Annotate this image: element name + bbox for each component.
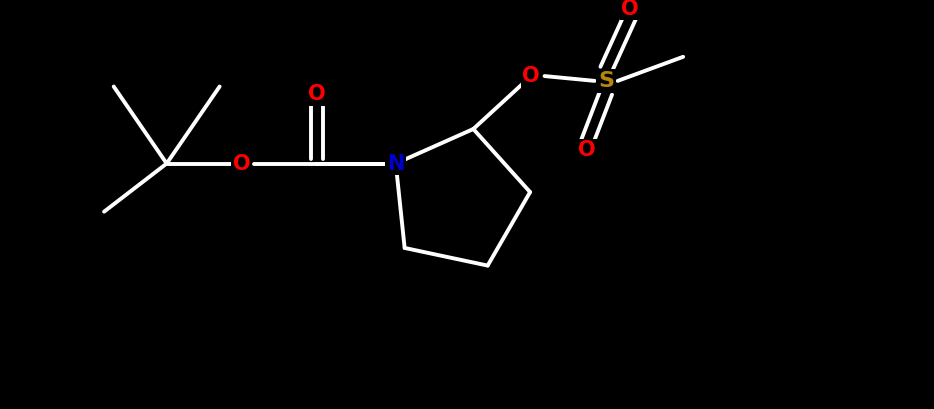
Text: N: N [387,153,404,173]
Text: O: O [308,84,326,104]
Text: O: O [233,153,250,173]
Text: O: O [578,140,596,160]
Text: O: O [522,66,540,86]
Text: O: O [621,0,639,19]
Text: S: S [598,71,615,91]
Text: N: N [387,153,404,173]
